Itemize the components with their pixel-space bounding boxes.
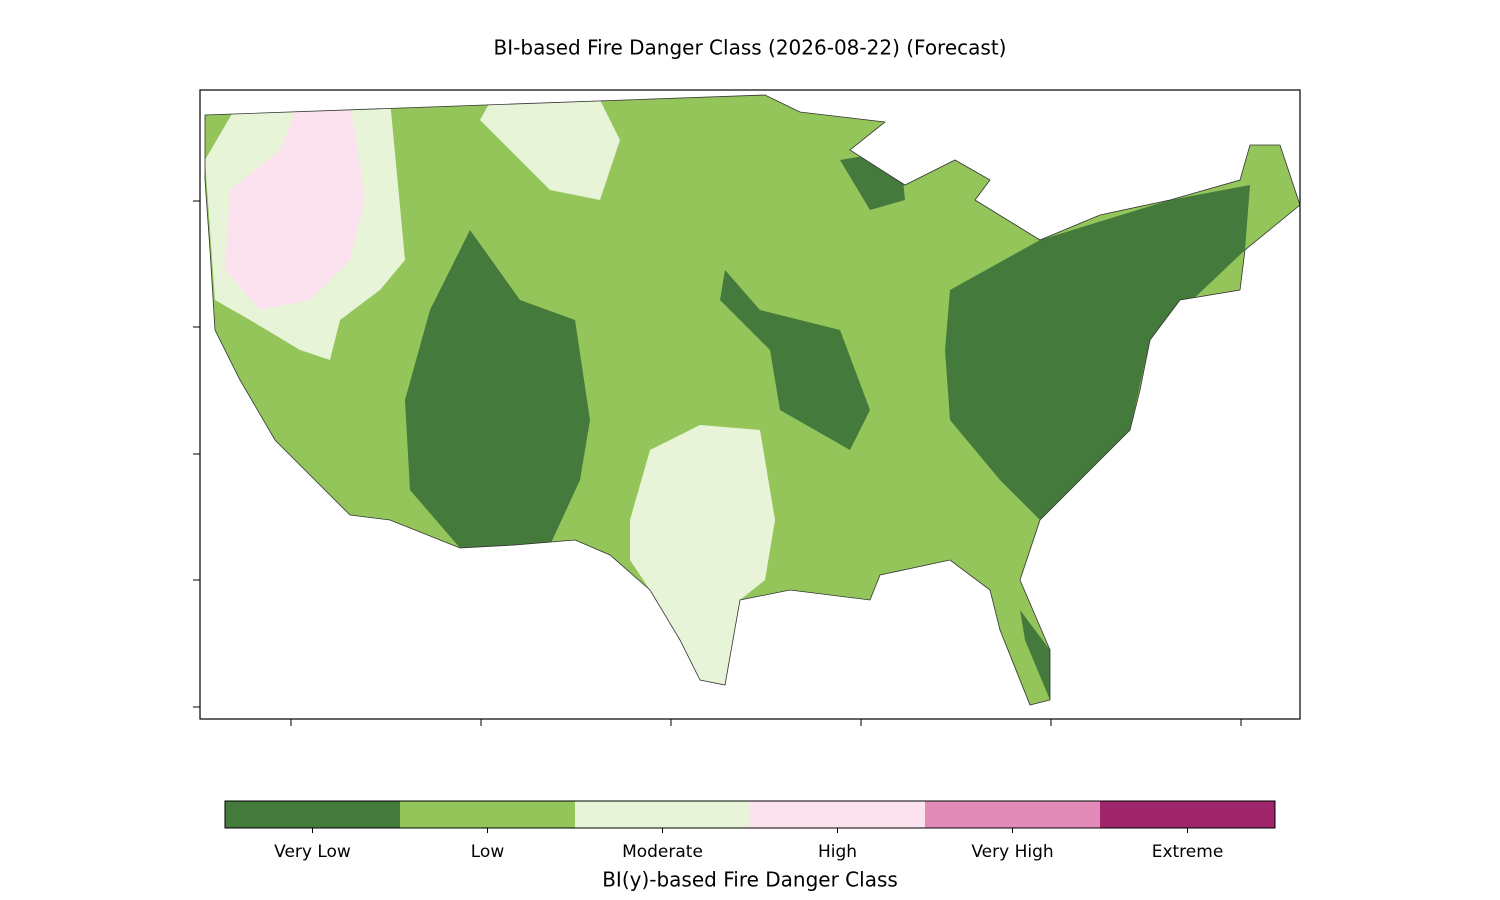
colorbar: Very Low Low Moderate High Very High Extreme xyxy=(224,800,1276,862)
region-high xyxy=(225,100,365,310)
colorbar-segment xyxy=(1100,801,1275,828)
region-very-low xyxy=(945,185,1250,520)
colorbar-tick-label: Very Low xyxy=(274,842,351,862)
region-very-low xyxy=(405,230,590,548)
colorbar-segment xyxy=(925,801,1100,828)
colorbar-label: BI(y)-based Fire Danger Class xyxy=(602,868,898,892)
colorbar-tick-label: Low xyxy=(471,842,505,862)
map-title: BI-based Fire Danger Class (2026-08-22) … xyxy=(494,36,1007,60)
map-regions xyxy=(205,95,1300,705)
colorbar-segment xyxy=(400,801,575,828)
region-very-low xyxy=(1020,610,1050,700)
colorbar-tick-label: High xyxy=(818,842,857,862)
region-moderate xyxy=(630,425,775,685)
colorbar-tick-label: Moderate xyxy=(622,842,703,862)
colorbar-segment xyxy=(225,801,400,828)
colorbar-tick-label: Extreme xyxy=(1152,842,1224,862)
colorbar-frame xyxy=(224,800,1276,829)
colorbar-segment xyxy=(575,801,750,828)
map-frame xyxy=(199,89,1301,720)
region-very-low xyxy=(720,270,870,450)
region-moderate xyxy=(480,100,620,200)
us-outline xyxy=(204,94,1301,706)
colorbar-tick-label: Very High xyxy=(971,842,1053,862)
axis-ticks xyxy=(193,200,1242,726)
colorbar-segment xyxy=(750,801,925,828)
